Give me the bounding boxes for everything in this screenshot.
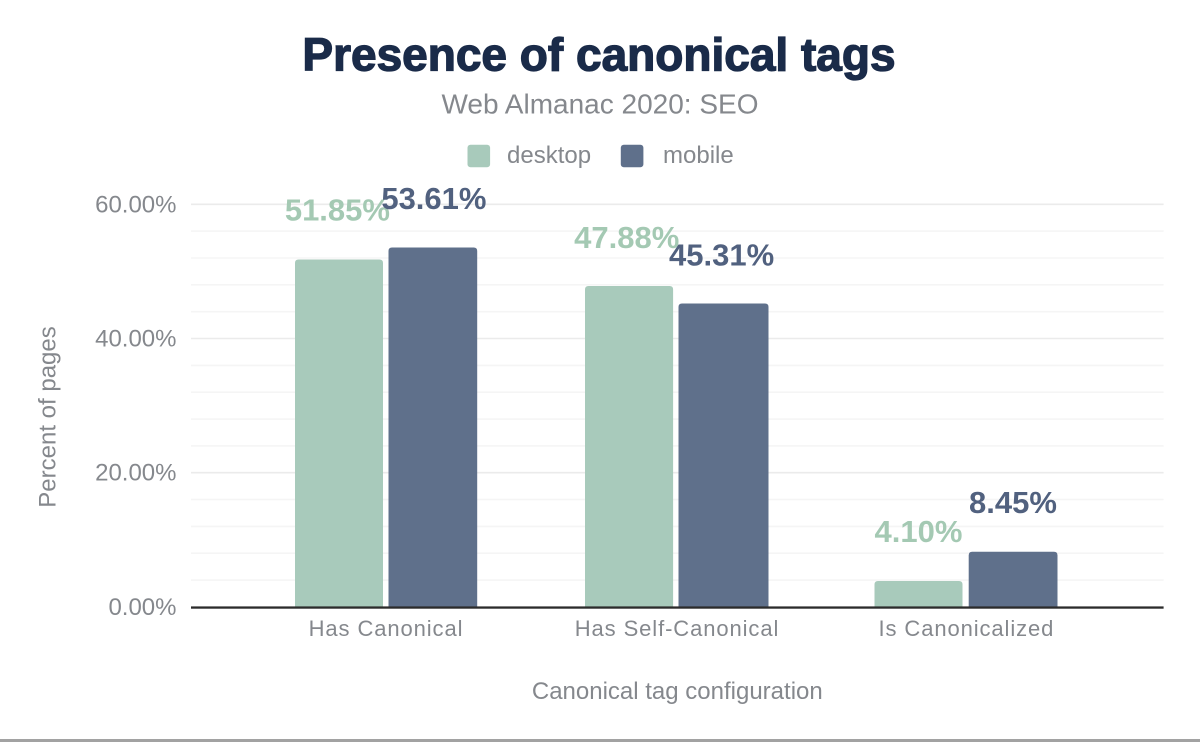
svg-text:47.88%: 47.88% [574, 220, 679, 255]
svg-text:60.00%: 60.00% [95, 191, 176, 218]
svg-text:40.00%: 40.00% [95, 326, 176, 353]
svg-text:Percent of pages: Percent of pages [35, 326, 62, 507]
svg-text:desktop: desktop [507, 142, 591, 169]
svg-text:0.00%: 0.00% [108, 594, 176, 621]
svg-text:8.45%: 8.45% [969, 485, 1057, 520]
svg-text:mobile: mobile [663, 142, 734, 169]
svg-text:53.61%: 53.61% [381, 181, 486, 216]
svg-text:Is Canonicalized: Is Canonicalized [878, 616, 1054, 641]
svg-text:51.85%: 51.85% [285, 192, 390, 227]
svg-text:Has Canonical: Has Canonical [309, 616, 464, 641]
svg-text:Canonical tag configuration: Canonical tag configuration [532, 678, 823, 705]
svg-text:Has Self-Canonical: Has Self-Canonical [575, 616, 780, 641]
svg-text:Presence of canonical tags: Presence of canonical tags [302, 29, 895, 81]
svg-text:20.00%: 20.00% [95, 460, 176, 487]
svg-text:Web Almanac 2020: SEO: Web Almanac 2020: SEO [442, 88, 759, 119]
svg-text:45.31%: 45.31% [669, 238, 774, 273]
svg-text:4.10%: 4.10% [875, 514, 963, 549]
